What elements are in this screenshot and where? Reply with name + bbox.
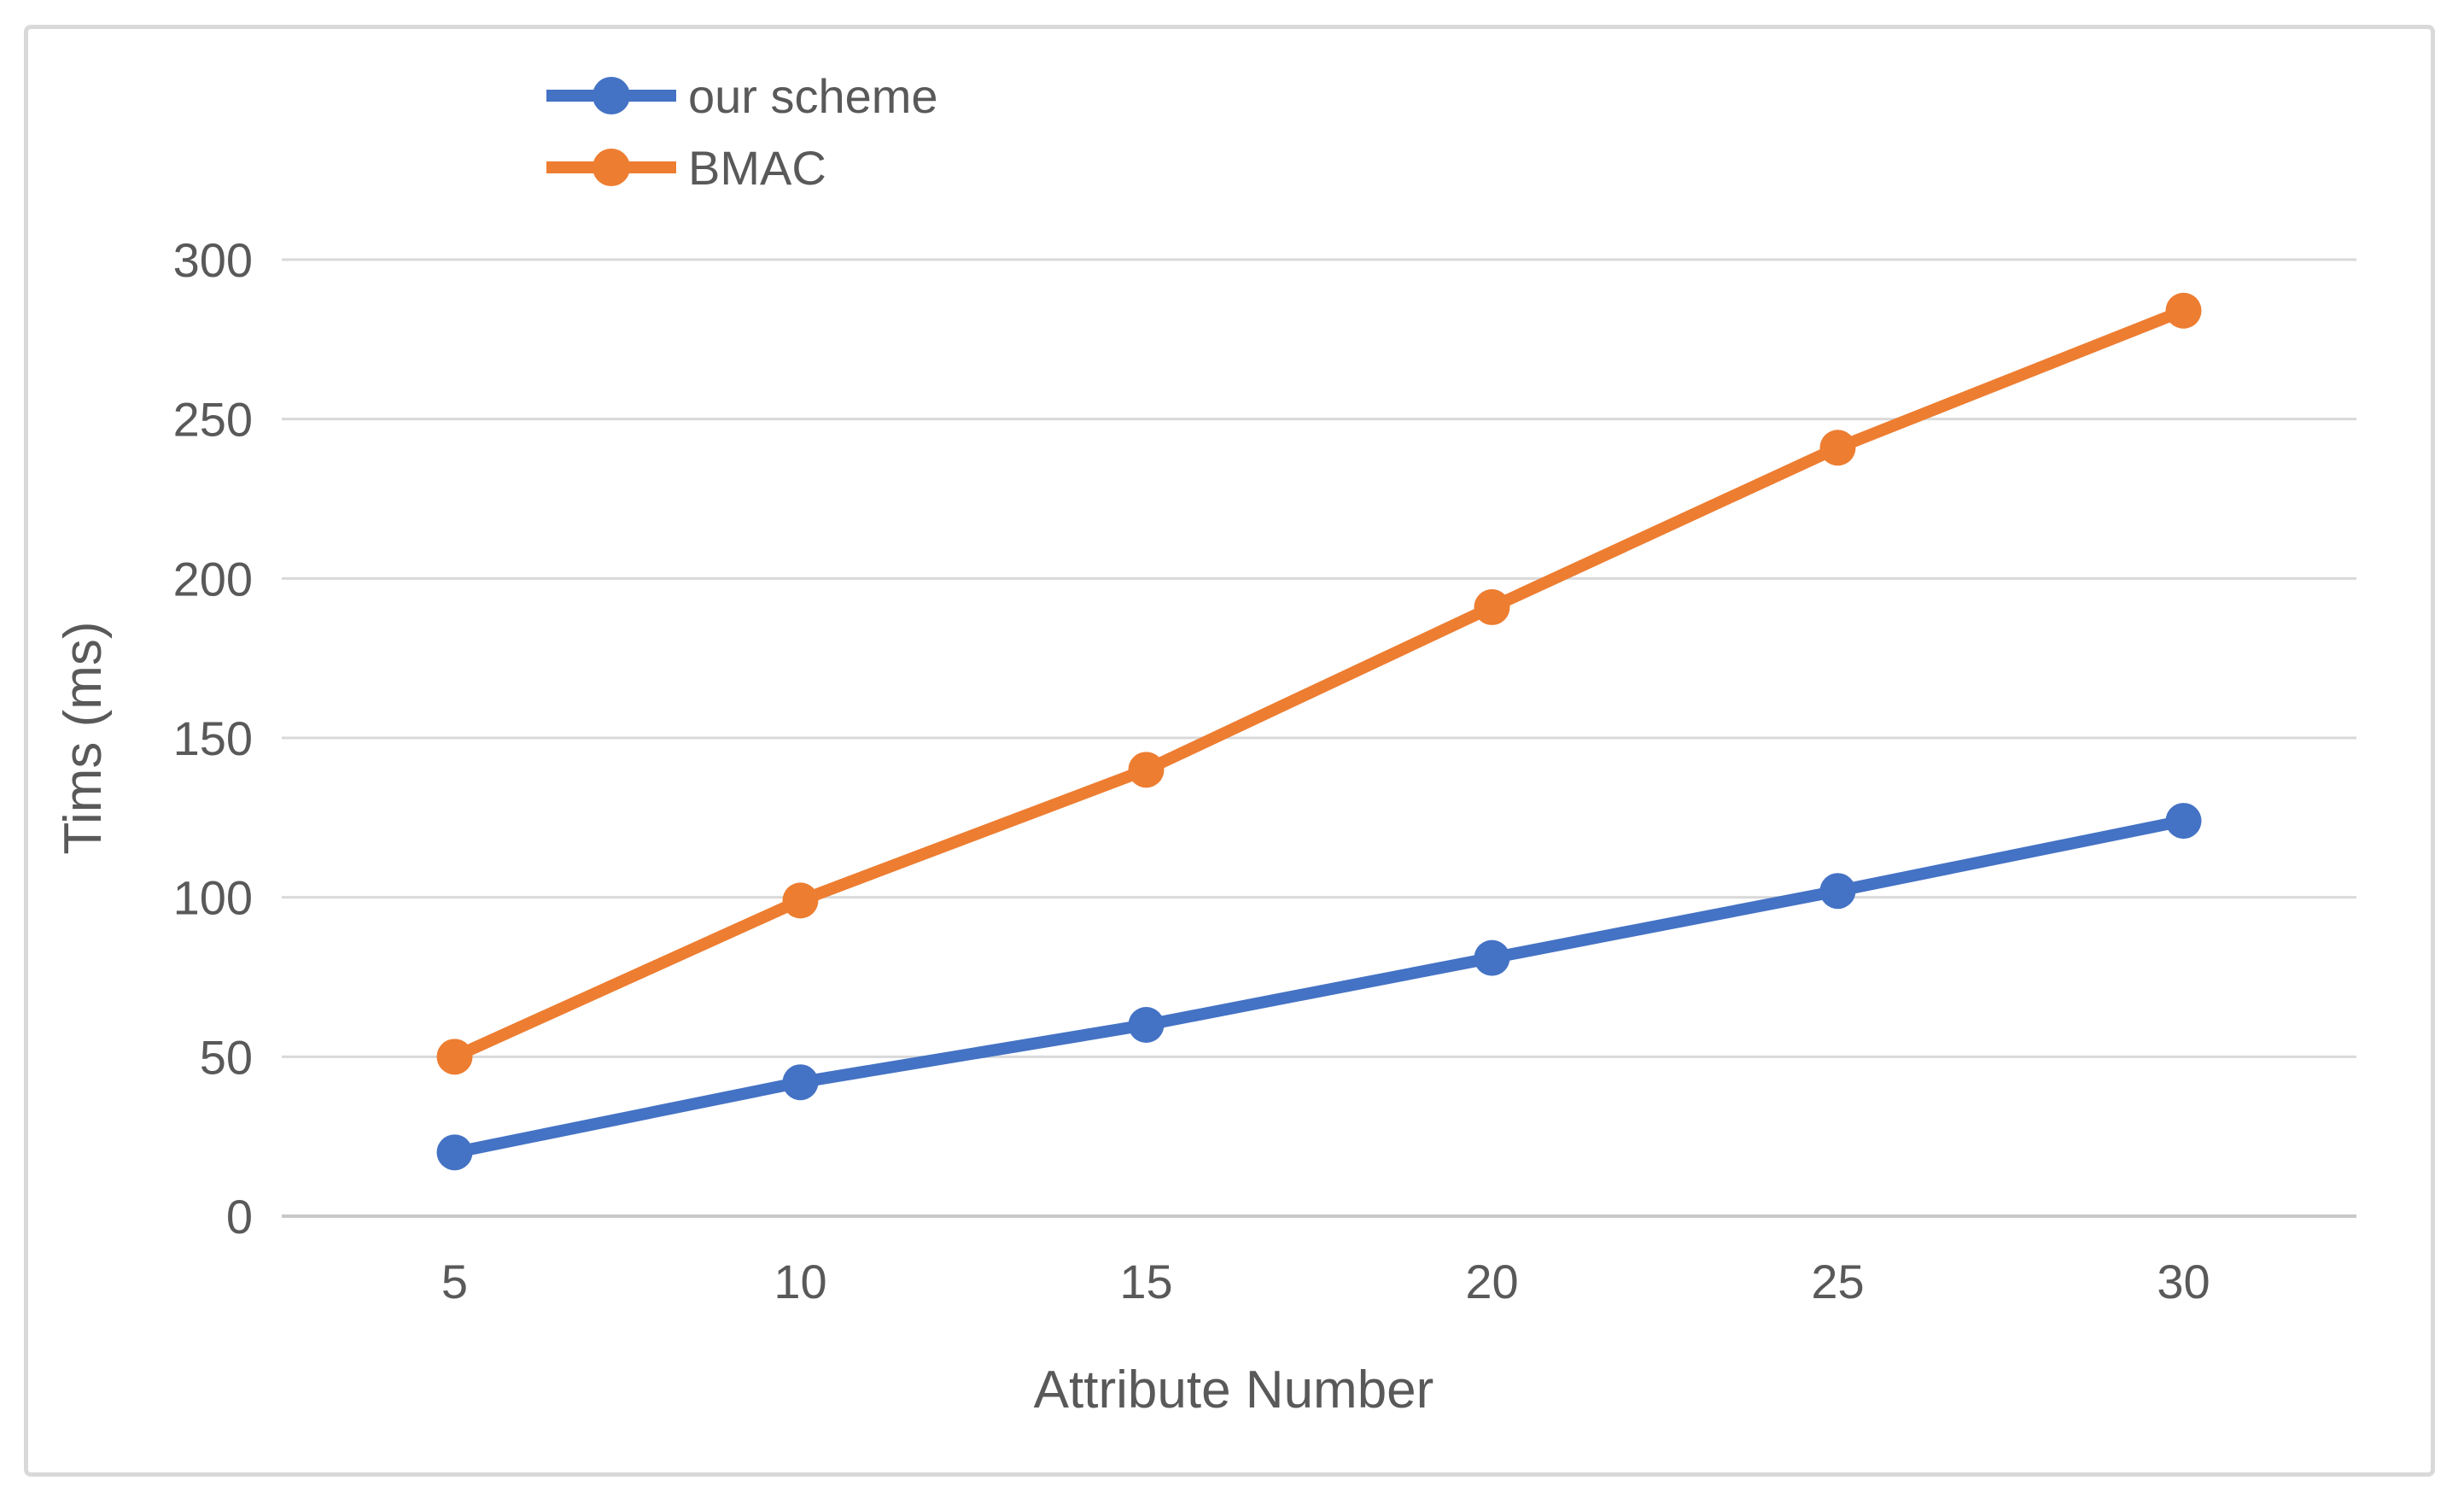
gridlines — [282, 258, 2356, 1218]
data-point-our-scheme — [1819, 873, 1856, 910]
data-point-bmac — [1474, 588, 1510, 625]
y-tick-label: 100 — [173, 871, 253, 925]
data-point-our-scheme — [2165, 803, 2202, 840]
legend: our scheme BMAC — [546, 69, 938, 195]
y-tick-label: 150 — [173, 711, 253, 765]
data-point-our-scheme — [1474, 939, 1510, 976]
y-tick-label: 200 — [173, 552, 253, 606]
series-line-bmac — [448, 304, 2190, 1063]
y-tick-label: 0 — [226, 1190, 253, 1244]
x-tick-label: 30 — [2157, 1255, 2210, 1308]
data-point-our-scheme — [1128, 1007, 1165, 1043]
x-tick-label: 5 — [441, 1255, 468, 1308]
data-point-bmac — [782, 882, 819, 919]
legend-marker-bmac — [593, 149, 630, 186]
y-tick-label: 250 — [173, 393, 253, 447]
data-point-bmac — [436, 1039, 473, 1075]
legend-item-our-scheme: our scheme — [546, 69, 938, 123]
y-axis-tick-labels: 0 50 100 150 200 250 300 — [173, 233, 253, 1244]
data-point-bmac — [2165, 292, 2202, 329]
data-point-bmac — [1128, 752, 1165, 788]
legend-marker-our-scheme — [593, 77, 630, 114]
data-point-our-scheme — [782, 1064, 819, 1101]
data-point-our-scheme — [436, 1134, 473, 1171]
x-tick-label: 25 — [1811, 1255, 1864, 1308]
y-axis-title: Tims (ms) — [54, 621, 113, 854]
x-axis-tick-labels: 5 10 15 20 25 30 — [441, 1255, 2210, 1308]
x-tick-label: 10 — [774, 1255, 826, 1308]
figure-border — [24, 25, 2435, 1477]
x-tick-label: 20 — [1465, 1255, 1518, 1308]
y-tick-label: 50 — [200, 1030, 253, 1084]
legend-label-bmac: BMAC — [688, 141, 826, 195]
legend-label-our-scheme: our scheme — [688, 69, 938, 123]
x-axis-title: Attribute Number — [1034, 1361, 1434, 1419]
y-tick-label: 300 — [173, 233, 253, 287]
data-series — [436, 292, 2202, 1171]
data-point-bmac — [1819, 430, 1856, 466]
series-line-our-scheme — [448, 815, 2190, 1159]
legend-item-bmac: BMAC — [546, 141, 826, 195]
x-tick-label: 15 — [1119, 1255, 1172, 1308]
